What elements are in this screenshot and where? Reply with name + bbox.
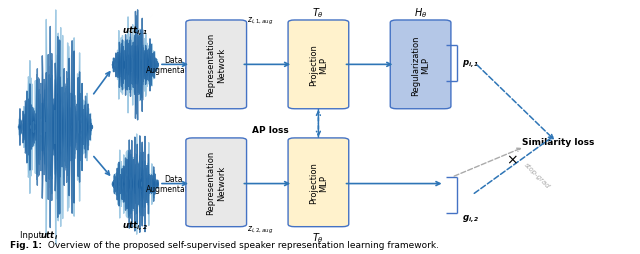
Text: AP loss: AP loss — [252, 125, 289, 134]
FancyBboxPatch shape — [186, 21, 246, 109]
Text: Representation
Network: Representation Network — [207, 33, 226, 97]
FancyBboxPatch shape — [390, 21, 451, 109]
Text: Overview of the proposed self-supervised speaker representation learning framewo: Overview of the proposed self-supervised… — [45, 240, 440, 249]
Text: Data
Augmentation: Data Augmentation — [146, 55, 200, 75]
Text: $\bfit{utt}_{\bfit{i,2}}$: $\bfit{utt}_{\bfit{i,2}}$ — [122, 219, 148, 232]
Text: $\times$: $\times$ — [506, 153, 518, 167]
Text: Projection
MLP: Projection MLP — [308, 162, 328, 203]
Text: Data
Augmentation: Data Augmentation — [146, 174, 200, 194]
Text: $\bfit{utt}_{\bfit{i,1}}$: $\bfit{utt}_{\bfit{i,1}}$ — [122, 24, 148, 38]
Text: Representation
Network: Representation Network — [207, 151, 226, 215]
Text: Projection
MLP: Projection MLP — [308, 44, 328, 86]
Text: $T_{\theta}$: $T_{\theta}$ — [312, 6, 324, 20]
Text: stop-grad: stop-grad — [523, 161, 551, 189]
Text: $\bfit{g}_{\bfit{i,2}}$: $\bfit{g}_{\bfit{i,2}}$ — [463, 212, 480, 224]
Text: $z_{i,2,aug}$: $z_{i,2,aug}$ — [246, 224, 273, 235]
Text: $\bfit{p}_{\bfit{i,1}}$: $\bfit{p}_{\bfit{i,1}}$ — [463, 58, 480, 70]
FancyBboxPatch shape — [186, 138, 246, 227]
Text: Regularization
MLP: Regularization MLP — [411, 35, 430, 95]
Text: $\bfit{utt}_{\bfit{i}}$: $\bfit{utt}_{\bfit{i}}$ — [40, 228, 58, 241]
Text: $T_{\theta}$: $T_{\theta}$ — [312, 231, 324, 245]
Text: $z_{i,1,aug}$: $z_{i,1,aug}$ — [246, 15, 273, 26]
FancyBboxPatch shape — [288, 138, 349, 227]
Text: Input: Input — [20, 230, 44, 239]
FancyBboxPatch shape — [288, 21, 349, 109]
Text: Similarity loss: Similarity loss — [522, 138, 595, 147]
Text: Fig. 1:: Fig. 1: — [10, 240, 42, 249]
Text: $H_{\theta}$: $H_{\theta}$ — [413, 6, 427, 20]
